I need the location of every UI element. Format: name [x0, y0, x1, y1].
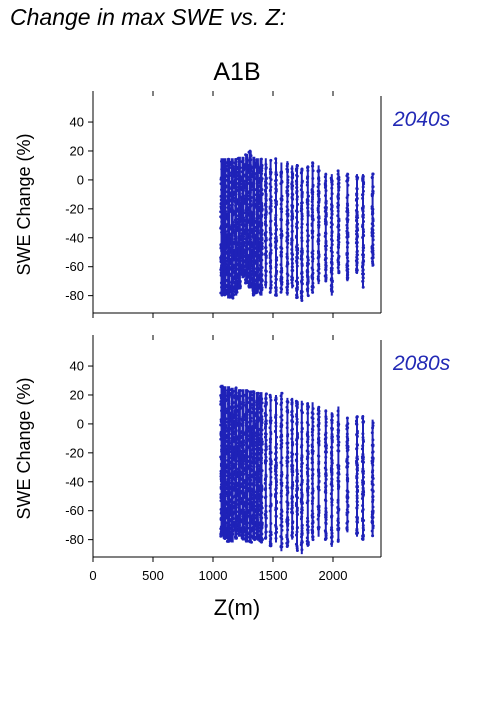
- y-tick-label: -20: [65, 201, 84, 216]
- y-tick-label: -40: [65, 230, 84, 245]
- scenario-label: A1B: [213, 58, 260, 86]
- page-title: Change in max SWE vs. Z:: [10, 4, 287, 30]
- y-axis-title: SWE Change (%): [14, 133, 34, 275]
- data-points: [219, 149, 375, 302]
- y-tick-label: -80: [65, 288, 84, 303]
- panel-2040s: 40 20 0 -20 -40 -60 -80 SWE Change (%) 2040s: [14, 91, 451, 318]
- y-tick-label: 20: [70, 143, 84, 158]
- period-label: 2040s: [392, 108, 451, 131]
- y-tick-label: 40: [70, 115, 84, 130]
- y-tick-label: 0: [77, 172, 84, 187]
- y-tick-label: -60: [65, 259, 84, 274]
- data-points: [219, 384, 375, 555]
